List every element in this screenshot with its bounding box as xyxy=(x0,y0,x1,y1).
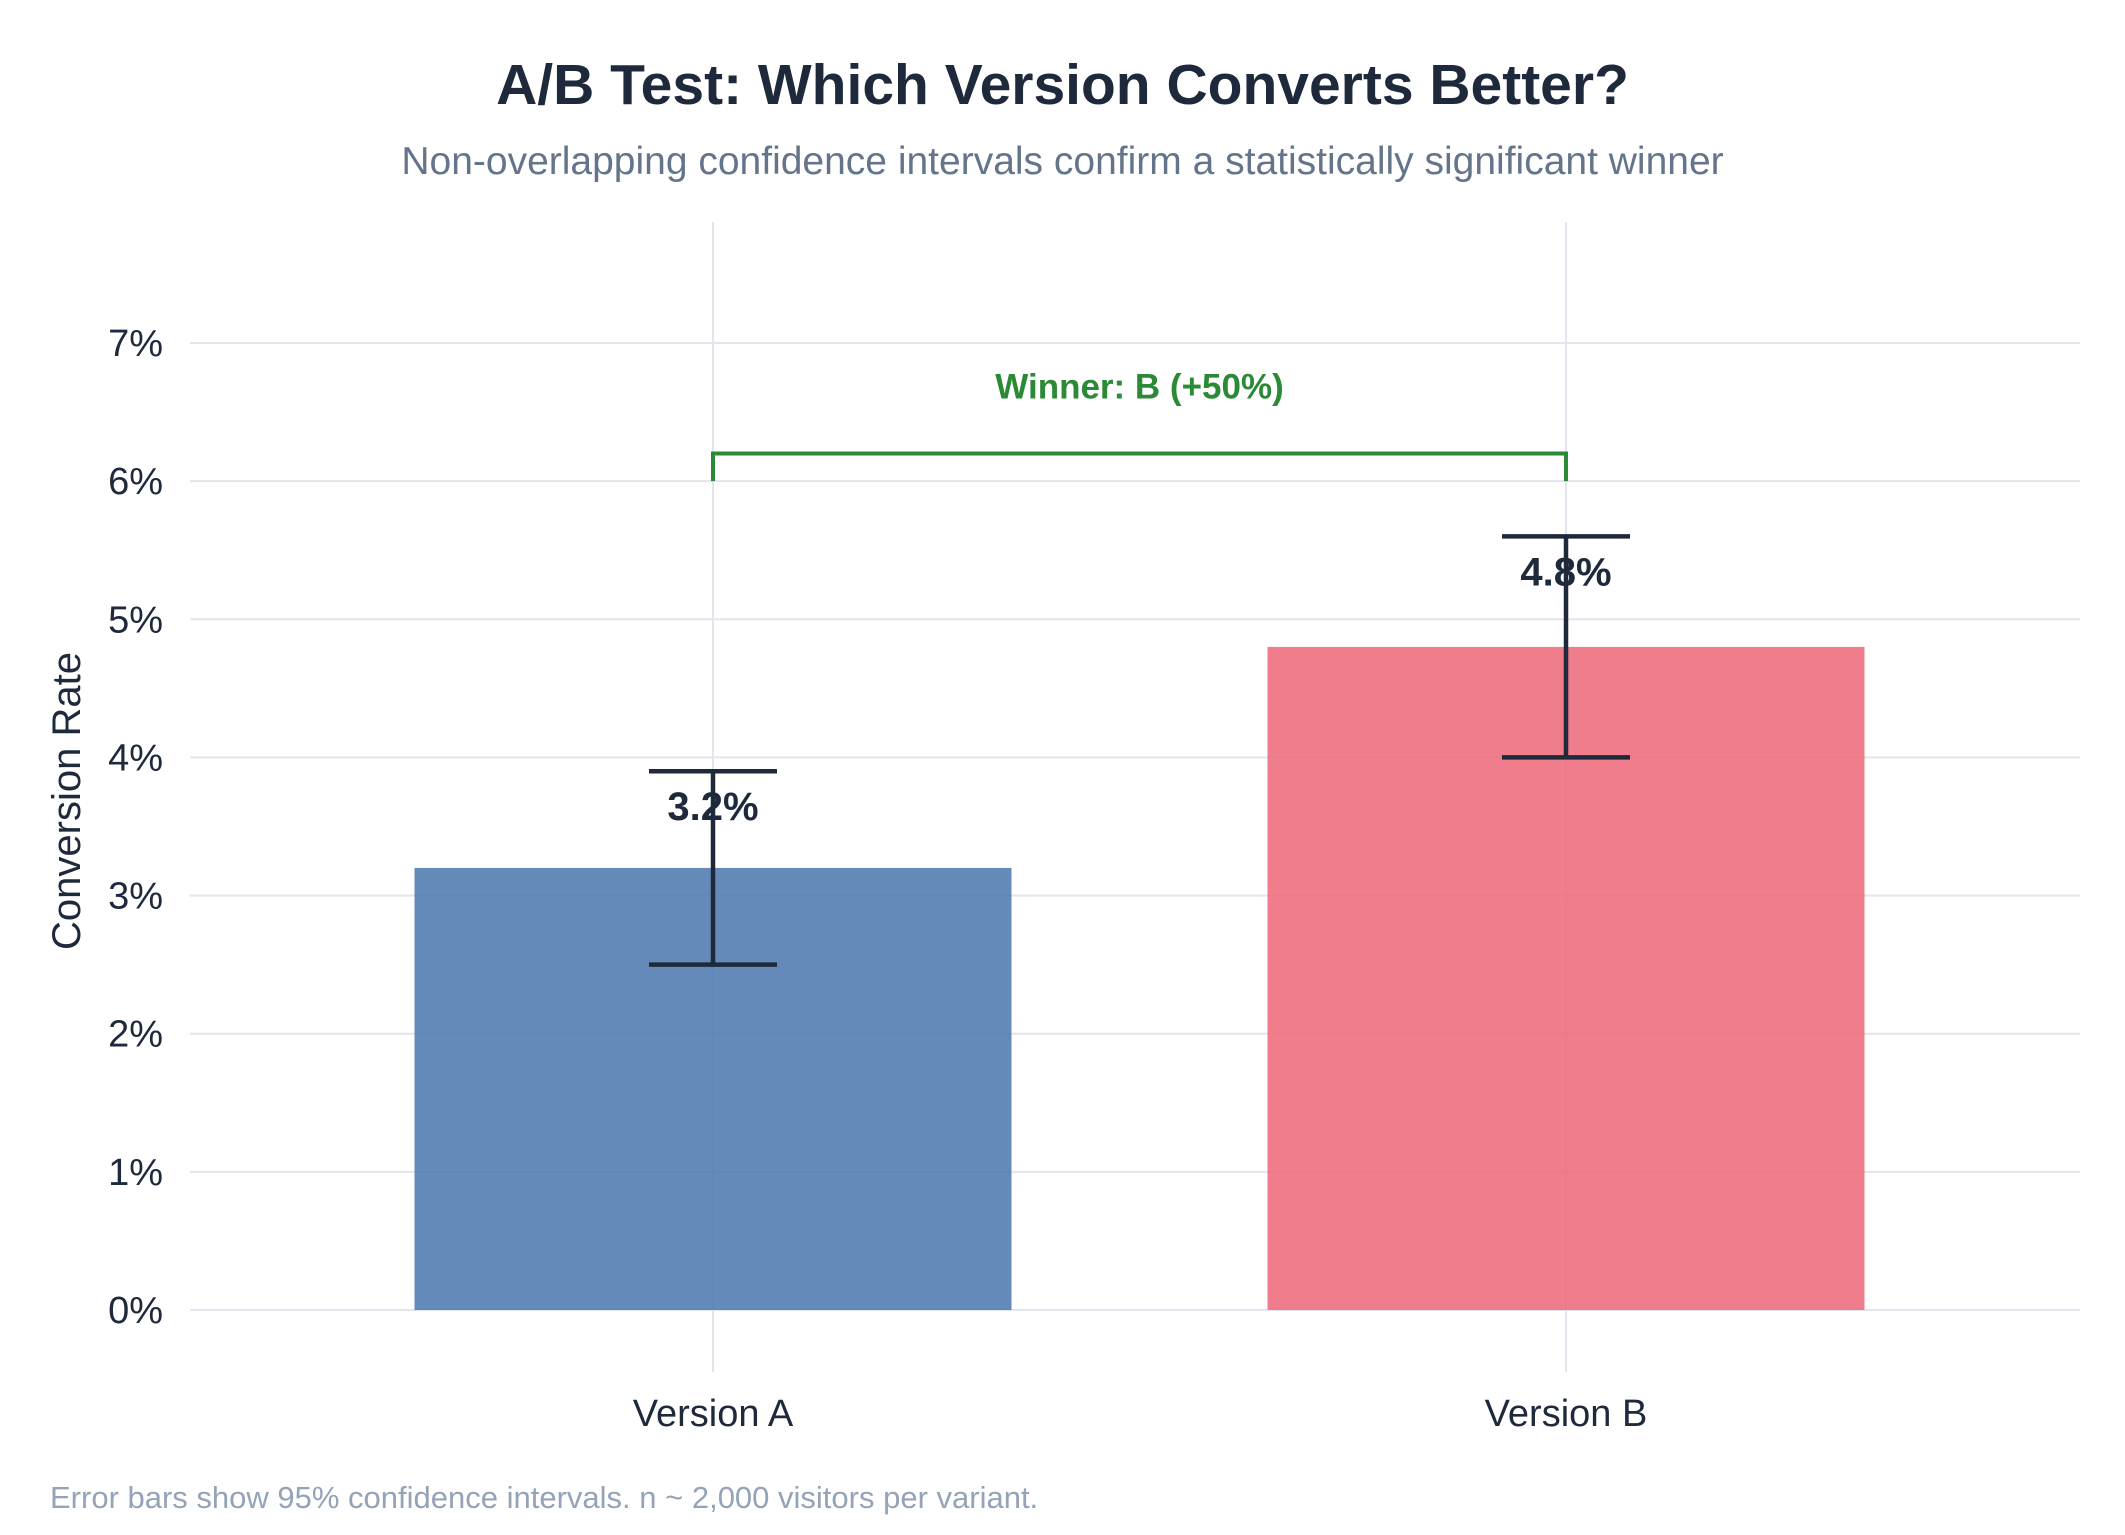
y-axis-title: Conversion Rate xyxy=(45,652,89,950)
y-tick-label: 3% xyxy=(108,876,163,918)
chart-subtitle: Non-overlapping confidence intervals con… xyxy=(401,140,1724,183)
error-bars xyxy=(649,534,1630,967)
y-tick-label: 5% xyxy=(108,599,163,641)
value-label: 4.8% xyxy=(1520,550,1611,594)
y-tick-label: 0% xyxy=(108,1290,163,1332)
y-tick-label: 4% xyxy=(108,737,163,779)
winner-annotation: Winner: B (+50%) xyxy=(711,368,1568,482)
y-tick-label: 2% xyxy=(108,1014,163,1056)
y-tick-label: 7% xyxy=(108,323,163,365)
winner-bracket xyxy=(711,451,1568,482)
y-tick-label: 6% xyxy=(108,461,163,503)
bars xyxy=(414,646,1865,1310)
axis-labels: 0% 1% 2% 3% 4% 5% 6% 7% Version A Version B xyxy=(108,323,1647,1435)
y-tick-label: 1% xyxy=(108,1152,163,1194)
value-labels: 3.2% 4.8% xyxy=(667,550,1611,829)
footnote: Error bars show 95% confidence intervals… xyxy=(50,1480,1039,1515)
x-tick-label: Version B xyxy=(1485,1393,1648,1435)
value-label: 3.2% xyxy=(667,785,758,829)
winner-label: Winner: B (+50%) xyxy=(995,368,1283,407)
chart-title: A/B Test: Which Version Converts Better? xyxy=(496,53,1629,117)
x-tick-label: Version A xyxy=(633,1393,794,1435)
